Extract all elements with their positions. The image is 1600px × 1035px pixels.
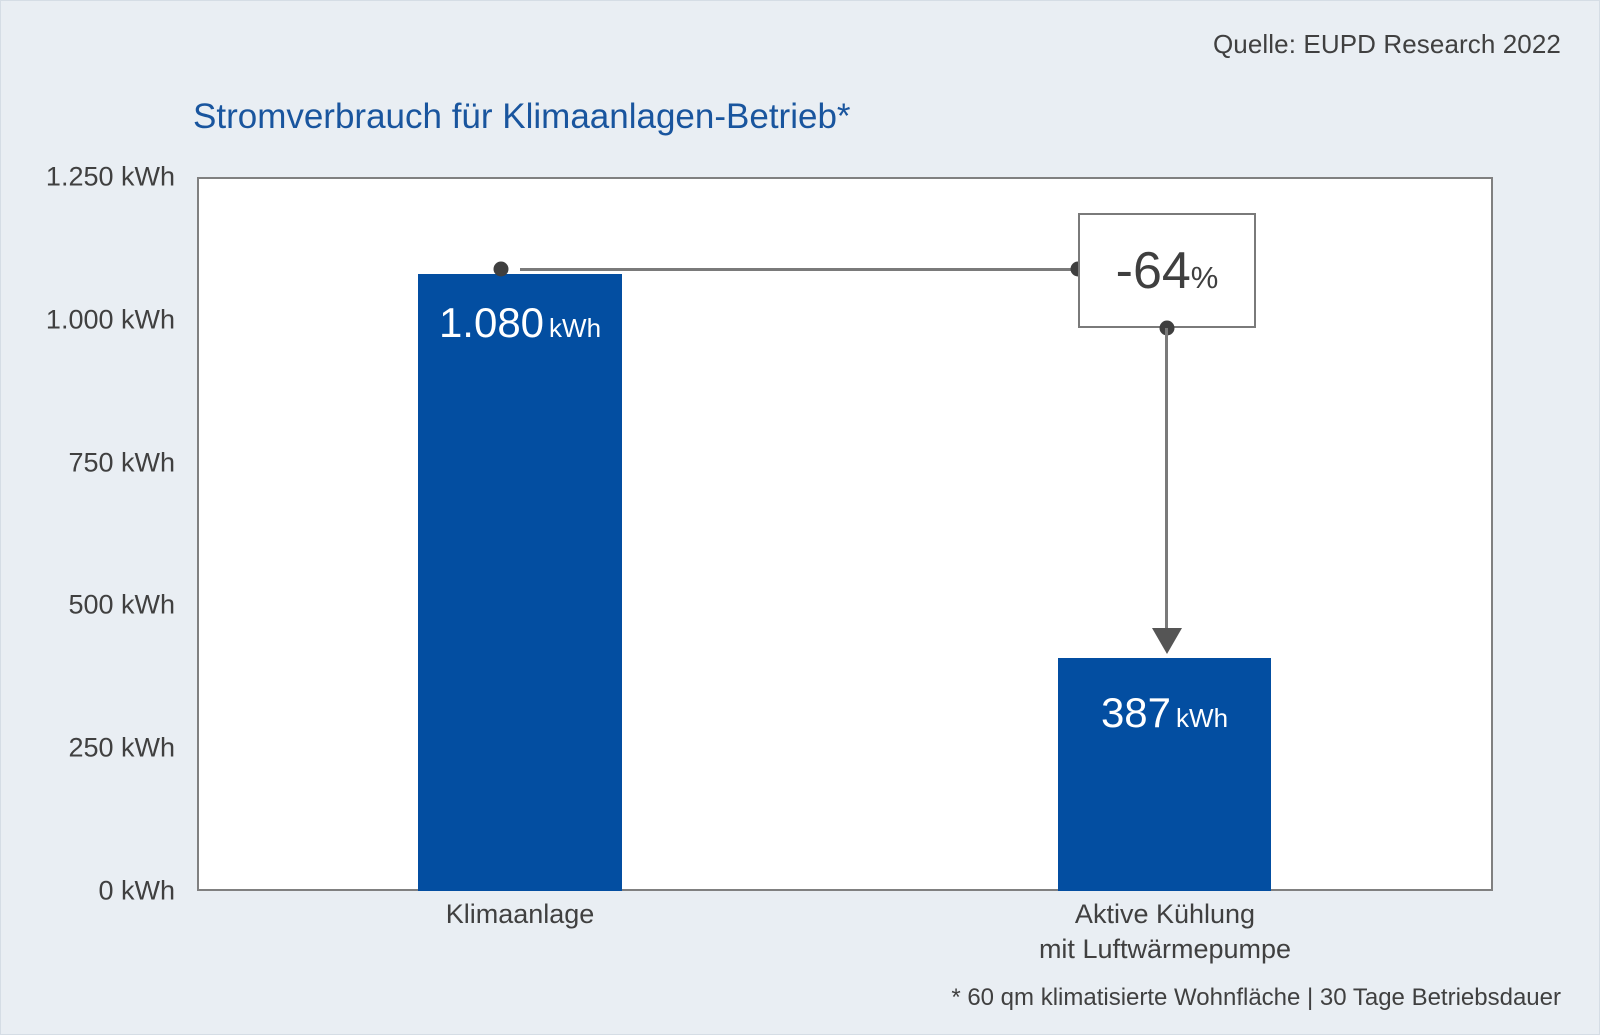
x-axis-label-line1: Klimaanlage xyxy=(445,899,595,929)
callout-box[interactable]: -64% xyxy=(1078,213,1256,328)
callout-number: -64 xyxy=(1115,241,1191,300)
callout-percent-sign: % xyxy=(1190,259,1219,295)
bar-klimaanlage[interactable]: 1.080 kWh xyxy=(418,274,622,891)
bar-value-label: 1.080 kWh xyxy=(418,302,622,344)
y-axis-tick: 1.250 kWh xyxy=(45,161,175,192)
callout-vertical-connector xyxy=(1165,328,1168,628)
y-axis-tick: 750 kWh xyxy=(68,447,175,478)
bar-value-number: 1.080 xyxy=(438,299,545,346)
y-axis-tick: 0 kWh xyxy=(98,875,175,906)
bar-value-unit: kWh xyxy=(549,313,602,343)
chart-title: Stromverbrauch für Klimaanlagen-Betrieb* xyxy=(193,97,851,136)
source-label: Quelle: EUPD Research 2022 xyxy=(1212,29,1561,59)
x-axis-label-line2: mit Luftwärmepumpe xyxy=(1038,933,1292,964)
plot-area xyxy=(197,177,1493,891)
callout-horizontal-connector xyxy=(520,268,1077,271)
footnote-label: * 60 qm klimatisierte Wohnfläche | 30 Ta… xyxy=(951,984,1561,1011)
y-axis: 1.250 kWh 1.000 kWh 750 kWh 500 kWh 250 … xyxy=(1,1,197,1034)
y-axis-tick: 500 kWh xyxy=(68,589,175,620)
bar-value-unit: kWh xyxy=(1176,703,1229,733)
callout-arrow-icon xyxy=(1152,628,1182,654)
bar-value-number: 387 xyxy=(1100,689,1172,736)
bar-aktive-kuehlung[interactable]: 387 kWh xyxy=(1058,658,1271,891)
x-axis-label-aktive-kuehlung: Aktive Kühlung mit Luftwärmepumpe xyxy=(1039,897,1291,966)
x-axis-label-klimaanlage: Klimaanlage xyxy=(446,897,595,932)
y-axis-tick: 1.000 kWh xyxy=(45,304,175,335)
x-axis-label-line1: Aktive Kühlung xyxy=(1074,899,1256,929)
y-axis-tick: 250 kWh xyxy=(68,732,175,763)
bar-value-label: 387 kWh xyxy=(1058,692,1271,734)
callout-value: -64% xyxy=(1116,245,1219,297)
callout-source-dot xyxy=(493,261,509,277)
